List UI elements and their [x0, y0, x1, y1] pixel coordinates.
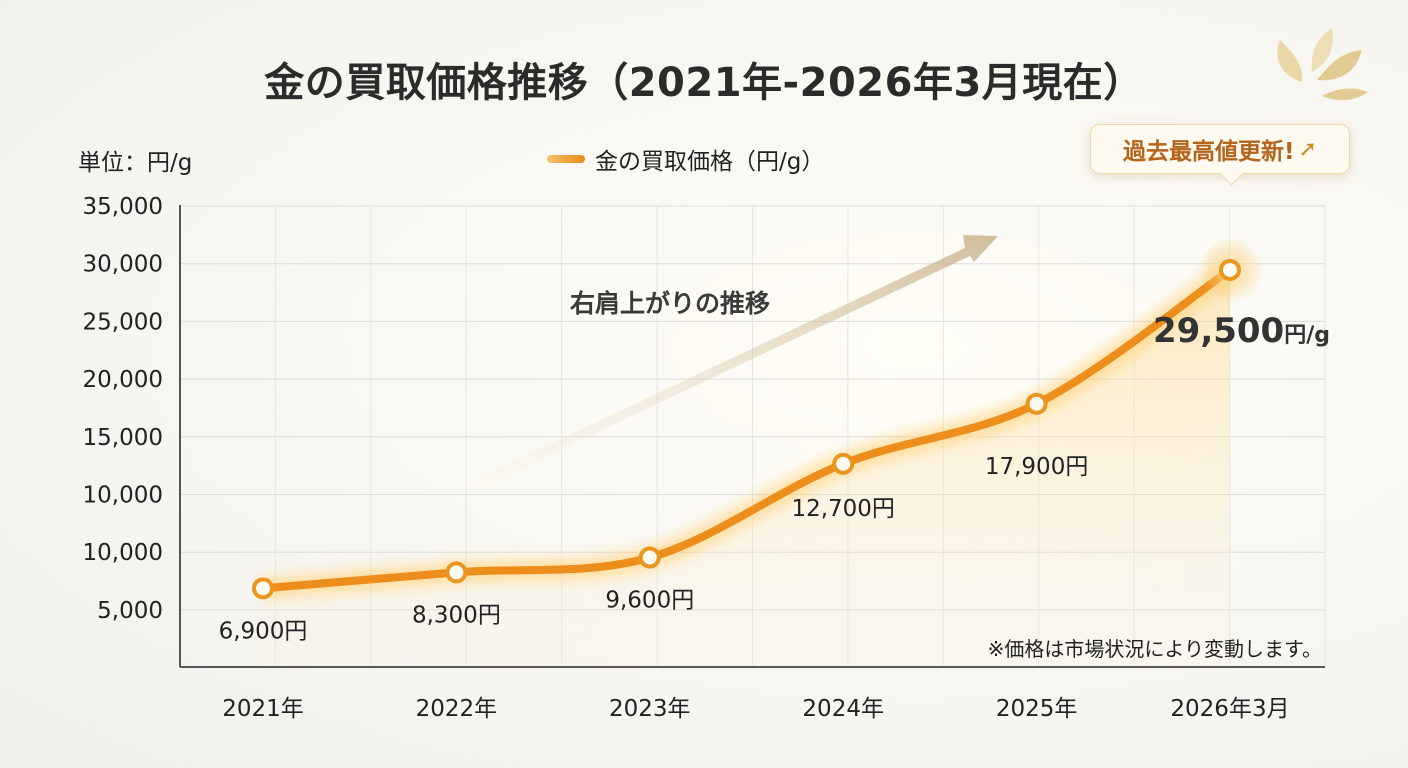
- price-note: ※価格は市場状況により変動します。: [987, 637, 1322, 661]
- highlight-value-label: 29,500円/g: [1153, 311, 1330, 351]
- x-tick-label: 2024年: [802, 696, 884, 722]
- y-tick-label: 20,000: [83, 367, 163, 393]
- gold-leaves-icon: [1262, 22, 1372, 106]
- x-axis: 2021年 2022年 2023年 2024年 2025年 2026年3月: [222, 696, 1289, 722]
- y-tick-label: 5,000: [97, 598, 163, 624]
- y-tick-label: 10,000: [83, 483, 163, 509]
- y-tick-label: 15,000: [83, 425, 163, 451]
- data-label: 8,300円: [412, 602, 501, 628]
- data-point: [1025, 392, 1048, 415]
- data-label: 12,700円: [791, 496, 894, 522]
- data-point: [1219, 258, 1241, 281]
- series-line: [259, 265, 1234, 593]
- highlight-value: 29,500: [1153, 311, 1284, 351]
- y-tick-label: 25,000: [83, 309, 163, 335]
- data-label: 17,900円: [985, 454, 1088, 480]
- legend-label: 金の買取価格（円/g）: [595, 149, 825, 175]
- area-fill: [263, 269, 1230, 667]
- data-point: [445, 561, 468, 584]
- x-tick-label: 2023年: [609, 696, 691, 722]
- data-label: 6,900円: [219, 618, 308, 644]
- x-tick-label: 2025年: [996, 696, 1078, 722]
- x-tick-label: 2022年: [416, 696, 498, 722]
- trend-arrow: [470, 235, 998, 490]
- y-tick-label: 10,000: [83, 540, 163, 566]
- data-label: 9,600円: [605, 588, 694, 614]
- data-point: [638, 546, 661, 569]
- unit-label: 単位：円/g: [78, 150, 193, 176]
- badge-text: 過去最高値更新!: [1123, 139, 1295, 165]
- y-tick-label: 35,000: [83, 194, 163, 220]
- trend-annotation: 右肩上がりの推移: [570, 289, 770, 318]
- chart-title: 金の買取価格推移（2021年-2026年3月現在）: [264, 60, 1144, 106]
- data-point: [252, 577, 274, 600]
- record-high-badge: 過去最高値更新! ➚: [1090, 124, 1350, 174]
- trend-up-arrow-icon: ➚: [1298, 136, 1317, 162]
- legend: 金の買取価格（円/g）: [547, 142, 824, 176]
- y-tick-label: 30,000: [83, 252, 163, 278]
- legend-swatch: [547, 155, 585, 163]
- x-tick-label: 2021年: [222, 696, 304, 722]
- y-axis: 35,000 30,000 25,000 20,000 15,000 10,000 10,0…: [83, 194, 163, 624]
- highlight-unit: 円/g: [1284, 323, 1330, 348]
- x-tick-label: 2026年3月: [1170, 696, 1289, 722]
- data-point: [832, 452, 855, 475]
